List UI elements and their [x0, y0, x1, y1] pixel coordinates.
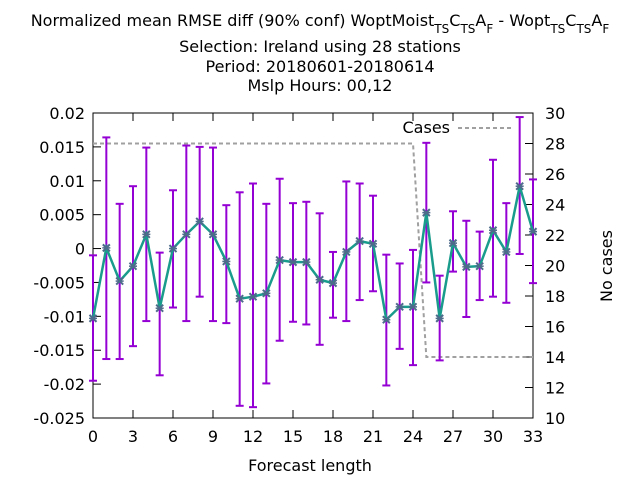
data-point — [502, 247, 511, 257]
legend-label-cases: Cases — [403, 118, 451, 137]
data-point — [128, 261, 138, 271]
data-point — [462, 262, 471, 272]
data-point — [102, 243, 111, 253]
x-tick-label: 12 — [243, 427, 263, 446]
data-point — [248, 292, 258, 301]
data-point — [355, 236, 364, 246]
data-point — [195, 217, 204, 226]
data-point — [528, 227, 538, 236]
x-tick-label: 33 — [523, 427, 543, 446]
data-point — [448, 238, 458, 248]
title-line-2: Selection: Ireland using 28 stations — [179, 37, 461, 56]
y-tick-label: 0.005 — [39, 206, 85, 225]
data-point — [515, 181, 524, 191]
data-point — [488, 226, 498, 235]
data-point — [275, 255, 284, 265]
x-tick-label: 30 — [483, 427, 503, 446]
title-line-4: Mslp Hours: 00,12 — [248, 76, 393, 95]
title-line-3: Period: 20180601-20180614 — [205, 57, 434, 76]
x-axis-label: Forecast length — [248, 456, 372, 475]
data-point — [222, 257, 231, 266]
x-tick-label: 9 — [208, 427, 218, 446]
y-axis: -0.025 -0.02 -0.015 -0.01 -0.005 0 0.005 0.01 0.… — [33, 104, 101, 428]
y-tick-label: -0.01 — [44, 307, 85, 326]
y-tick-label: -0.02 — [44, 375, 85, 394]
y2-tick-label: 18 — [545, 287, 565, 306]
x-tick-label: 27 — [443, 427, 463, 446]
data-point — [382, 315, 391, 324]
data-point — [182, 230, 191, 239]
data-point — [328, 278, 338, 288]
x-axis: 0 3 6 9 12 15 18 21 24 27 30 33 — [88, 113, 543, 446]
x-tick-label: 6 — [168, 427, 178, 446]
y-tick-label: 0 — [75, 240, 85, 259]
mean-line — [91, 185, 535, 323]
y2-tick-label: 20 — [545, 257, 565, 276]
y2-tick-label: 14 — [545, 348, 565, 367]
data-point — [408, 302, 418, 312]
data-point — [155, 303, 164, 313]
y2-tick-label: 28 — [545, 135, 565, 154]
y-tick-label: 0.02 — [49, 104, 85, 123]
y2-tick-label: 12 — [545, 379, 565, 398]
x-tick-label: 21 — [363, 427, 383, 446]
x-tick-label: 24 — [403, 427, 423, 446]
data-point — [208, 230, 218, 239]
y2-tick-label: 26 — [545, 165, 565, 184]
legend: Cases — [403, 118, 512, 137]
x-tick-label: 18 — [323, 427, 343, 446]
data-point — [115, 276, 124, 286]
title-line-1: Normalized mean RMSE diff (90% conf) Wop… — [31, 11, 610, 36]
y2-tick-label: 16 — [545, 318, 565, 337]
data-point — [235, 294, 244, 303]
x-tick-label: 0 — [88, 427, 98, 446]
y2-tick-label: 30 — [545, 104, 565, 123]
data-point — [395, 302, 404, 312]
y-tick-label: -0.025 — [33, 409, 85, 428]
x-tick-label: 15 — [283, 427, 303, 446]
data-point — [88, 314, 98, 323]
y2-tick-label: 22 — [545, 226, 565, 245]
data-point — [368, 239, 378, 249]
y-tick-label: -0.005 — [33, 273, 85, 292]
data-point — [302, 257, 311, 267]
x-tick-label: 3 — [128, 427, 138, 446]
chart-title: Normalized mean RMSE diff (90% conf) Wop… — [31, 11, 610, 95]
y-tick-label: 0.015 — [39, 138, 85, 157]
mean-markers — [88, 181, 538, 324]
y2-tick-label: 10 — [545, 409, 565, 428]
y2-axis-label: No cases — [597, 230, 616, 302]
data-point — [142, 230, 151, 239]
y-tick-label: 0.01 — [49, 172, 85, 191]
errorbar-series — [89, 116, 537, 409]
data-point — [262, 289, 271, 298]
data-point — [315, 275, 324, 284]
y-tick-label: -0.015 — [33, 341, 85, 360]
data-point — [342, 247, 351, 257]
y2-axis: 10 12 14 16 18 20 22 24 26 28 30 — [525, 104, 565, 428]
data-point — [288, 257, 298, 267]
data-point — [422, 208, 431, 217]
data-point — [435, 314, 444, 323]
data-point — [168, 244, 178, 253]
mean-series — [91, 185, 535, 323]
data-point — [475, 261, 484, 271]
y2-tick-label: 24 — [545, 196, 565, 215]
